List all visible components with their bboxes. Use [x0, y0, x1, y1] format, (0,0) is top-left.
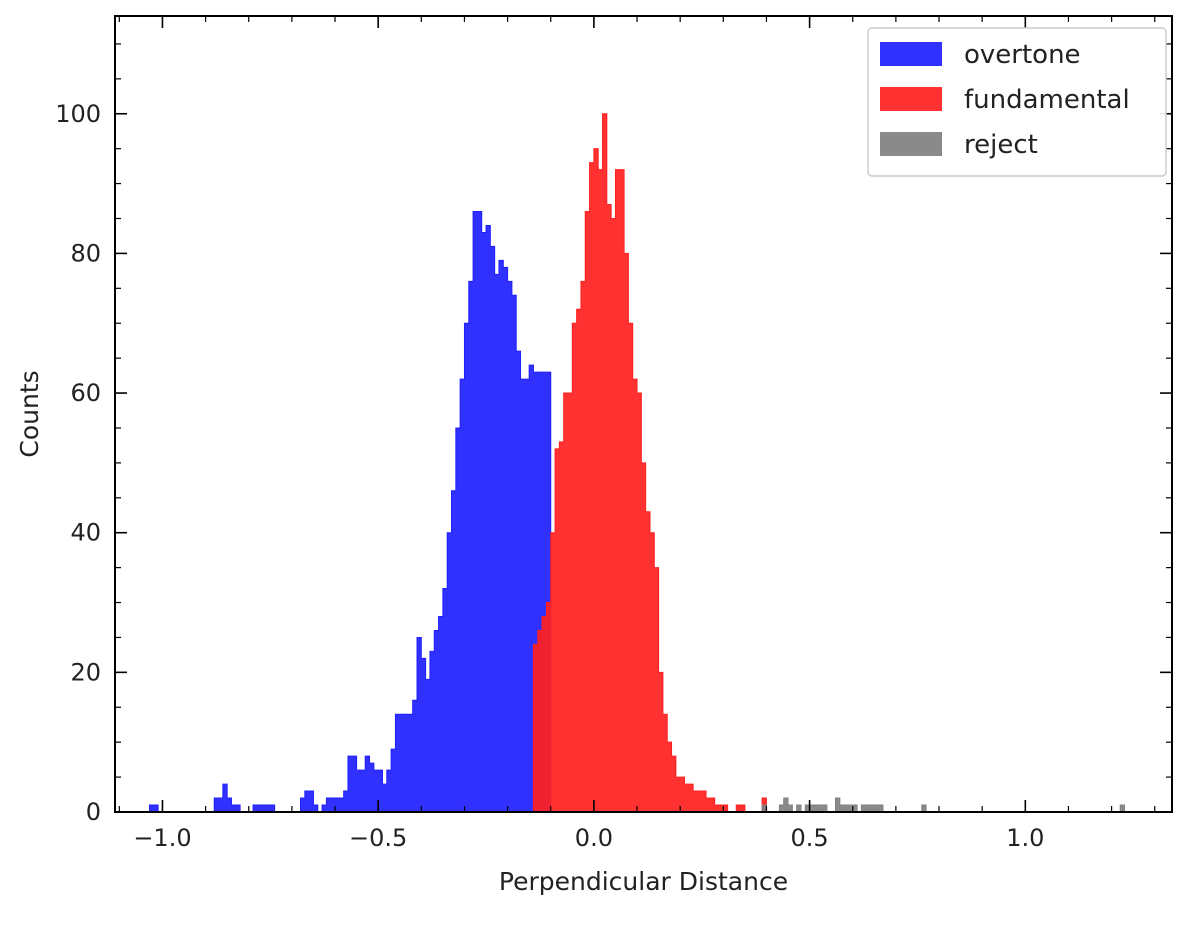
bar-series-fundamental	[532, 113, 767, 813]
y-tick-label: 20	[70, 658, 101, 686]
legend-swatch-reject	[880, 132, 942, 156]
plot-area	[114, 15, 1173, 813]
x-tick-label: −0.5	[349, 824, 407, 852]
bar-series-overtone	[149, 211, 552, 813]
y-tick-labels: 0 20 40 60 80 100	[55, 100, 101, 826]
legend-label-reject: reject	[964, 130, 1038, 160]
x-tick-label: −1.0	[133, 824, 191, 852]
x-tick-label: 0.0	[575, 824, 613, 852]
legend-label-fundamental: fundamental	[964, 85, 1130, 115]
legend-box	[867, 27, 1167, 177]
x-tick-label: 1.0	[1006, 824, 1044, 852]
bar-series-reject	[761, 797, 1126, 813]
x-axis-label: Perpendicular Distance	[499, 867, 788, 896]
y-tick-label: 60	[70, 379, 101, 407]
histogram-bars	[149, 113, 1126, 813]
x-tick-labels: −1.0 −0.5 0.0 0.5 1.0	[133, 824, 1044, 852]
x-tick-label: 0.5	[791, 824, 829, 852]
y-axis-label: Counts	[15, 370, 44, 457]
y-tick-label: 0	[86, 798, 101, 826]
y-tick-label: 40	[70, 519, 101, 547]
y-tick-label: 80	[70, 239, 101, 267]
legend-label-overtone: overtone	[964, 40, 1081, 70]
legend-swatch-overtone	[880, 42, 942, 66]
plot-frame	[114, 15, 1173, 813]
legend-swatch-fundamental	[880, 87, 942, 111]
y-tick-label: 100	[55, 100, 101, 128]
legend: overtone fundamental reject	[867, 27, 1167, 177]
